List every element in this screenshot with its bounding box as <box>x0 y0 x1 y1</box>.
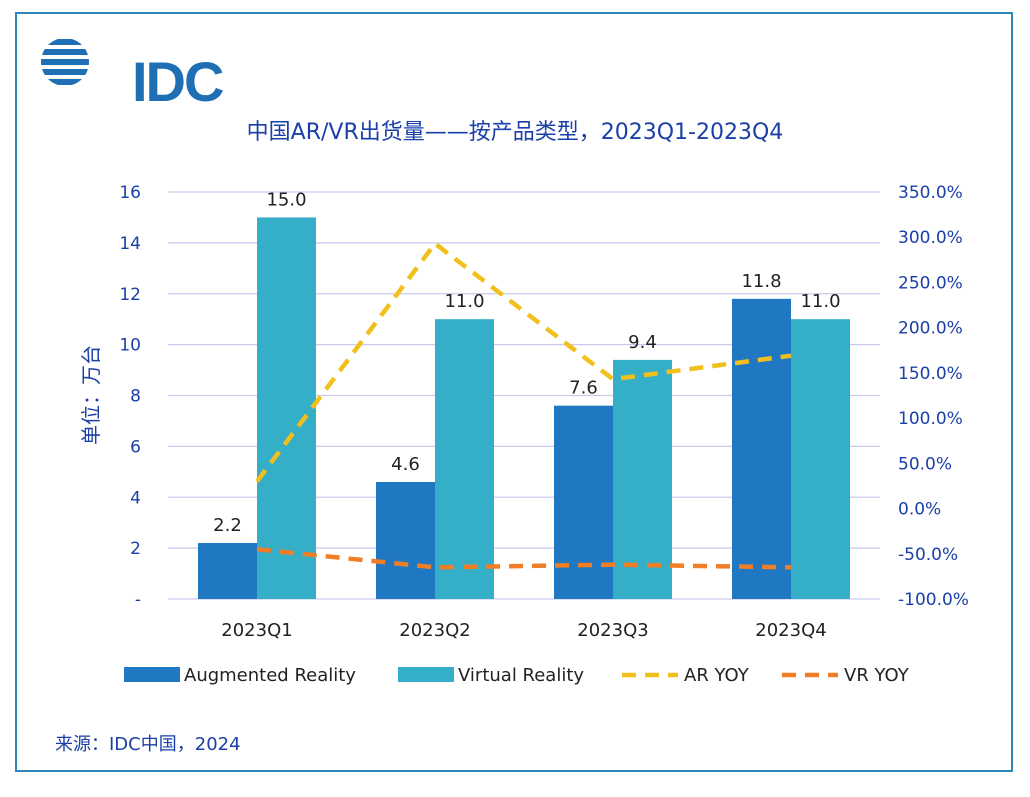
bar-ar <box>732 298 791 599</box>
y2-tick-label: -100.0% <box>898 590 969 610</box>
bar-value-label: 9.4 <box>628 332 657 353</box>
y-tick-label: 16 <box>119 183 141 203</box>
logo-text: IDC <box>132 50 224 113</box>
y-tick-label: 8 <box>130 387 141 407</box>
y-tick-label: 10 <box>119 336 141 356</box>
y-tick-label: 6 <box>130 437 141 457</box>
vr-yoy-line <box>256 547 792 570</box>
source-note: 来源：IDC中国，2024 <box>55 734 241 755</box>
y2-tick-label: 200.0% <box>898 319 963 339</box>
bar-value-label: 4.6 <box>391 454 420 475</box>
bar-ar <box>198 543 257 599</box>
bar-ar <box>554 405 613 599</box>
legend-label: AR YOY <box>684 665 750 686</box>
bar-vr <box>257 217 316 599</box>
y-axis-label: 单位：万台 <box>79 345 103 445</box>
bar-value-label: 11.0 <box>800 291 840 312</box>
chart-frame <box>15 12 1013 772</box>
idc-logo: IDC <box>40 32 224 112</box>
y2-tick-label: 0.0% <box>898 500 941 520</box>
legend-swatch <box>398 667 454 682</box>
legend-label: Virtual Reality <box>458 665 584 686</box>
bar-ar <box>376 481 435 599</box>
y2-tick-label: -50.0% <box>898 545 958 565</box>
globe-stripes-icon <box>41 39 89 85</box>
chart-title: 中国AR/VR出货量——按产品类型，2023Q1-2023Q4 <box>246 120 784 145</box>
x-tick-label: 2023Q3 <box>577 620 648 641</box>
y2-tick-label: 150.0% <box>898 364 963 384</box>
y2-tick-label: 100.0% <box>898 409 963 429</box>
x-tick-label: 2023Q2 <box>399 620 470 641</box>
bar-vr <box>613 359 672 599</box>
y-tick-label: 12 <box>119 285 141 305</box>
bar-value-label: 7.6 <box>569 378 598 399</box>
y-tick-label: 2 <box>130 539 141 559</box>
x-tick-label: 2023Q4 <box>755 620 826 641</box>
bar-vr <box>435 319 494 599</box>
legend-label: VR YOY <box>844 665 910 686</box>
y-tick-label: - <box>135 590 141 610</box>
bar-value-label: 15.0 <box>266 189 306 210</box>
x-tick-label: 2023Q1 <box>221 620 292 641</box>
y-tick-label: 4 <box>130 488 141 508</box>
ar-yoy-line <box>255 241 792 483</box>
bar-value-label: 2.2 <box>213 515 242 536</box>
bar-value-label: 11.8 <box>741 271 781 292</box>
bar-value-label: 11.0 <box>444 291 484 312</box>
bar-vr <box>791 319 850 599</box>
y2-tick-label: 300.0% <box>898 228 963 248</box>
y-tick-label: 14 <box>119 234 141 254</box>
y2-tick-label: 50.0% <box>898 454 952 474</box>
legend-label: Augmented Reality <box>184 665 356 686</box>
y2-tick-label: 250.0% <box>898 273 963 293</box>
legend-swatch <box>124 667 180 682</box>
y2-tick-label: 350.0% <box>898 183 963 203</box>
